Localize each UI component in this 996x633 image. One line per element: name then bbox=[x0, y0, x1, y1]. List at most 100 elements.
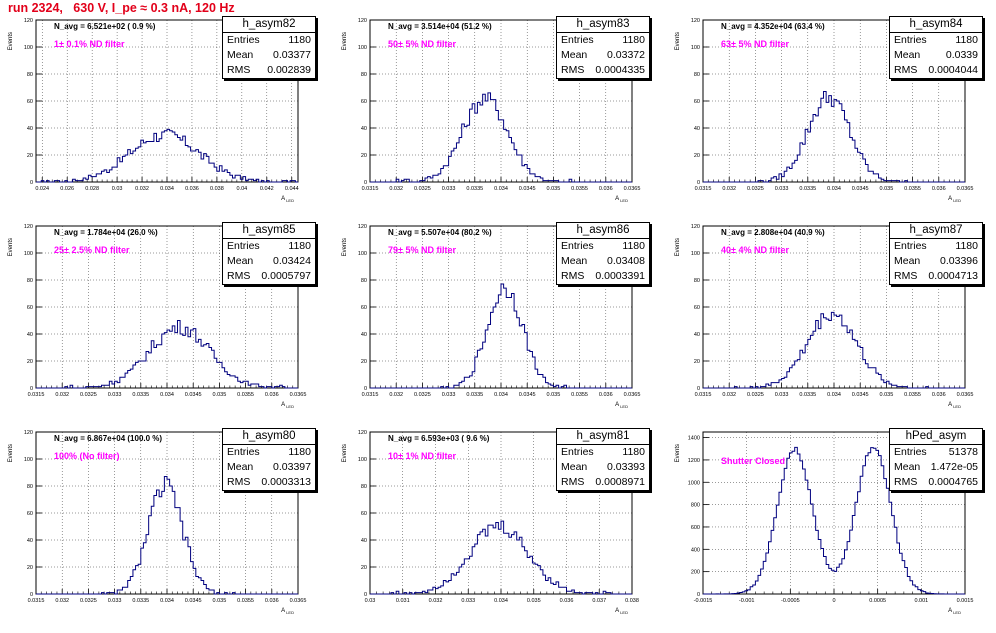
y-tick-label: 100 bbox=[691, 45, 700, 51]
x-tick-label: 0.034 bbox=[827, 186, 841, 192]
stats-label: RMS bbox=[894, 476, 918, 488]
y-tick-label: 100 bbox=[358, 251, 367, 257]
histogram-panel-hPed_asym: -0.0015 -0.001 -0.0005 0 0.0005 0.001 0.0015 0 2… bbox=[669, 428, 996, 633]
stats-label: RMS bbox=[227, 64, 251, 76]
stats-value: 0.03396 bbox=[940, 255, 978, 267]
histogram-svg: 0.0315 0.032 0.0325 0.033 0.0335 0.034 0.0345 0… bbox=[8, 430, 306, 615]
x-tick-label: 0.042 bbox=[260, 186, 274, 192]
x-tick-label: 0.0325 bbox=[747, 392, 764, 398]
x-tick-label: -0.0015 bbox=[694, 598, 713, 604]
x-tick-label: 0.034 bbox=[827, 392, 841, 398]
y-tick-label: 80 bbox=[361, 484, 367, 490]
y-tick-label: 20 bbox=[694, 359, 700, 365]
stats-row-rms: RMS 0.0003391 bbox=[557, 269, 649, 284]
stats-label: Entries bbox=[227, 34, 260, 46]
y-tick-label: 800 bbox=[691, 503, 700, 509]
stats-row-mean: Mean 0.03397 bbox=[223, 460, 315, 475]
stats-label: Entries bbox=[561, 446, 594, 458]
x-tick-label: 0.0005 bbox=[869, 598, 886, 604]
x-tick-label: 0.035 bbox=[880, 392, 894, 398]
stats-label: RMS bbox=[894, 64, 918, 76]
x-tick-label: 0.033 bbox=[775, 186, 789, 192]
x-tick-label: 0.04 bbox=[236, 186, 247, 192]
navg-label: N_avg = 6.521e+02 ( 0.9 %) bbox=[54, 22, 156, 31]
x-axis-title: A LED bbox=[281, 608, 294, 615]
stats-label: Mean bbox=[894, 255, 921, 267]
y-tick-label: 120 bbox=[691, 18, 700, 24]
stats-value: 0.0008971 bbox=[595, 476, 645, 488]
y-axis-title: Events bbox=[675, 32, 681, 50]
x-tick-label: 0.033 bbox=[775, 392, 789, 398]
stats-value: 0.03393 bbox=[607, 461, 645, 473]
stats-value: 0.03408 bbox=[607, 255, 645, 267]
y-tick-label: 120 bbox=[358, 18, 367, 24]
y-tick-label: 40 bbox=[361, 538, 367, 544]
x-tick-label: 0.031 bbox=[396, 598, 410, 604]
stats-label: Entries bbox=[894, 240, 927, 252]
y-tick-label: 40 bbox=[694, 126, 700, 132]
y-tick-label: 120 bbox=[24, 18, 33, 24]
y-tick-label: 0 bbox=[30, 180, 33, 186]
stats-box: h_asym82 Entries 1180 Mean 0.03377 RMS 0.00283… bbox=[222, 16, 316, 79]
x-tick-label: 0.0315 bbox=[695, 186, 712, 192]
y-tick-label: 0 bbox=[697, 386, 700, 392]
x-tick-label: 0.035 bbox=[547, 186, 561, 192]
stats-label: RMS bbox=[227, 270, 251, 282]
histogram-line bbox=[370, 283, 632, 389]
stats-row-mean: Mean 0.03408 bbox=[557, 254, 649, 269]
stats-value: 0.0003391 bbox=[595, 270, 645, 282]
stats-box: hPed_asym Entries 51378 Mean 1.472e-05 RMS 0.0… bbox=[889, 428, 983, 491]
histogram-line bbox=[370, 520, 632, 595]
x-tick-label: 0.036 bbox=[932, 186, 946, 192]
stats-row-entries: Entries 1180 bbox=[223, 445, 315, 460]
x-tick-label: 0.0355 bbox=[904, 392, 921, 398]
stats-value: 0.03397 bbox=[273, 461, 311, 473]
x-tick-label: 0.0315 bbox=[28, 598, 45, 604]
x-tick-label: 0.0015 bbox=[957, 598, 974, 604]
histogram-line bbox=[703, 91, 965, 183]
x-tick-label: 0.0315 bbox=[362, 392, 379, 398]
stats-row-rms: RMS 0.0008971 bbox=[557, 475, 649, 490]
stats-histogram-name: h_asym86 bbox=[557, 223, 649, 239]
y-axis-title: Events bbox=[342, 444, 348, 462]
y-tick-label: 60 bbox=[27, 511, 33, 517]
x-axis-title: A LED bbox=[615, 402, 628, 409]
stats-row-rms: RMS 0.0005797 bbox=[223, 269, 315, 284]
histogram-panel-h_asym80: 0.0315 0.032 0.0325 0.033 0.0335 0.034 0.0345 0… bbox=[2, 428, 332, 633]
navg-label: N_avg = 2.808e+04 (40.9 %) bbox=[721, 228, 825, 237]
histogram-line bbox=[36, 320, 298, 389]
x-tick-label: 0.0335 bbox=[132, 392, 149, 398]
x-tick-label: 0.032 bbox=[722, 392, 736, 398]
stats-label: Mean bbox=[561, 255, 588, 267]
stats-value: 0.03372 bbox=[607, 49, 645, 61]
x-tick-label: 0.032 bbox=[389, 186, 403, 192]
x-axis-title: A LED bbox=[948, 402, 961, 409]
stats-row-rms: RMS 0.0004713 bbox=[890, 269, 982, 284]
stats-histogram-name: h_asym82 bbox=[223, 17, 315, 33]
y-tick-label: 20 bbox=[27, 359, 33, 365]
histogram-svg: 0.0315 0.032 0.0325 0.033 0.0335 0.034 0.0345 0… bbox=[675, 224, 973, 409]
stats-box: h_asym85 Entries 1180 Mean 0.03424 RMS 0.00057… bbox=[222, 222, 316, 285]
stats-histogram-name: h_asym80 bbox=[223, 429, 315, 445]
y-axis-title: Events bbox=[675, 444, 681, 462]
stats-histogram-name: hPed_asym bbox=[890, 429, 982, 445]
x-tick-label: 0.0345 bbox=[852, 392, 869, 398]
y-tick-label: 100 bbox=[24, 45, 33, 51]
stats-box: h_asym86 Entries 1180 Mean 0.03408 RMS 0.00033… bbox=[556, 222, 650, 285]
stats-histogram-name: h_asym83 bbox=[557, 17, 649, 33]
y-tick-label: 40 bbox=[361, 332, 367, 338]
y-tick-label: 60 bbox=[694, 99, 700, 105]
y-tick-label: 120 bbox=[24, 224, 33, 230]
histogram-svg: 0.024 0.026 0.028 0.03 0.032 0.034 0.036 0.038 0… bbox=[8, 18, 299, 203]
y-tick-label: 80 bbox=[694, 72, 700, 78]
stats-label: Entries bbox=[894, 446, 927, 458]
y-tick-label: 20 bbox=[361, 565, 367, 571]
y-tick-label: 0 bbox=[364, 592, 367, 598]
x-tick-label: 0.026 bbox=[60, 186, 74, 192]
x-tick-label: 0.028 bbox=[85, 186, 99, 192]
x-tick-label: 0.036 bbox=[560, 598, 574, 604]
histogram-panel-h_asym84: 0.0315 0.032 0.0325 0.033 0.0335 0.034 0.0345 0… bbox=[669, 16, 996, 221]
y-tick-label: 100 bbox=[24, 457, 33, 463]
stats-box: h_asym81 Entries 1180 Mean 0.03393 RMS 0.00089… bbox=[556, 428, 650, 491]
x-tick-label: 0.036 bbox=[265, 598, 279, 604]
